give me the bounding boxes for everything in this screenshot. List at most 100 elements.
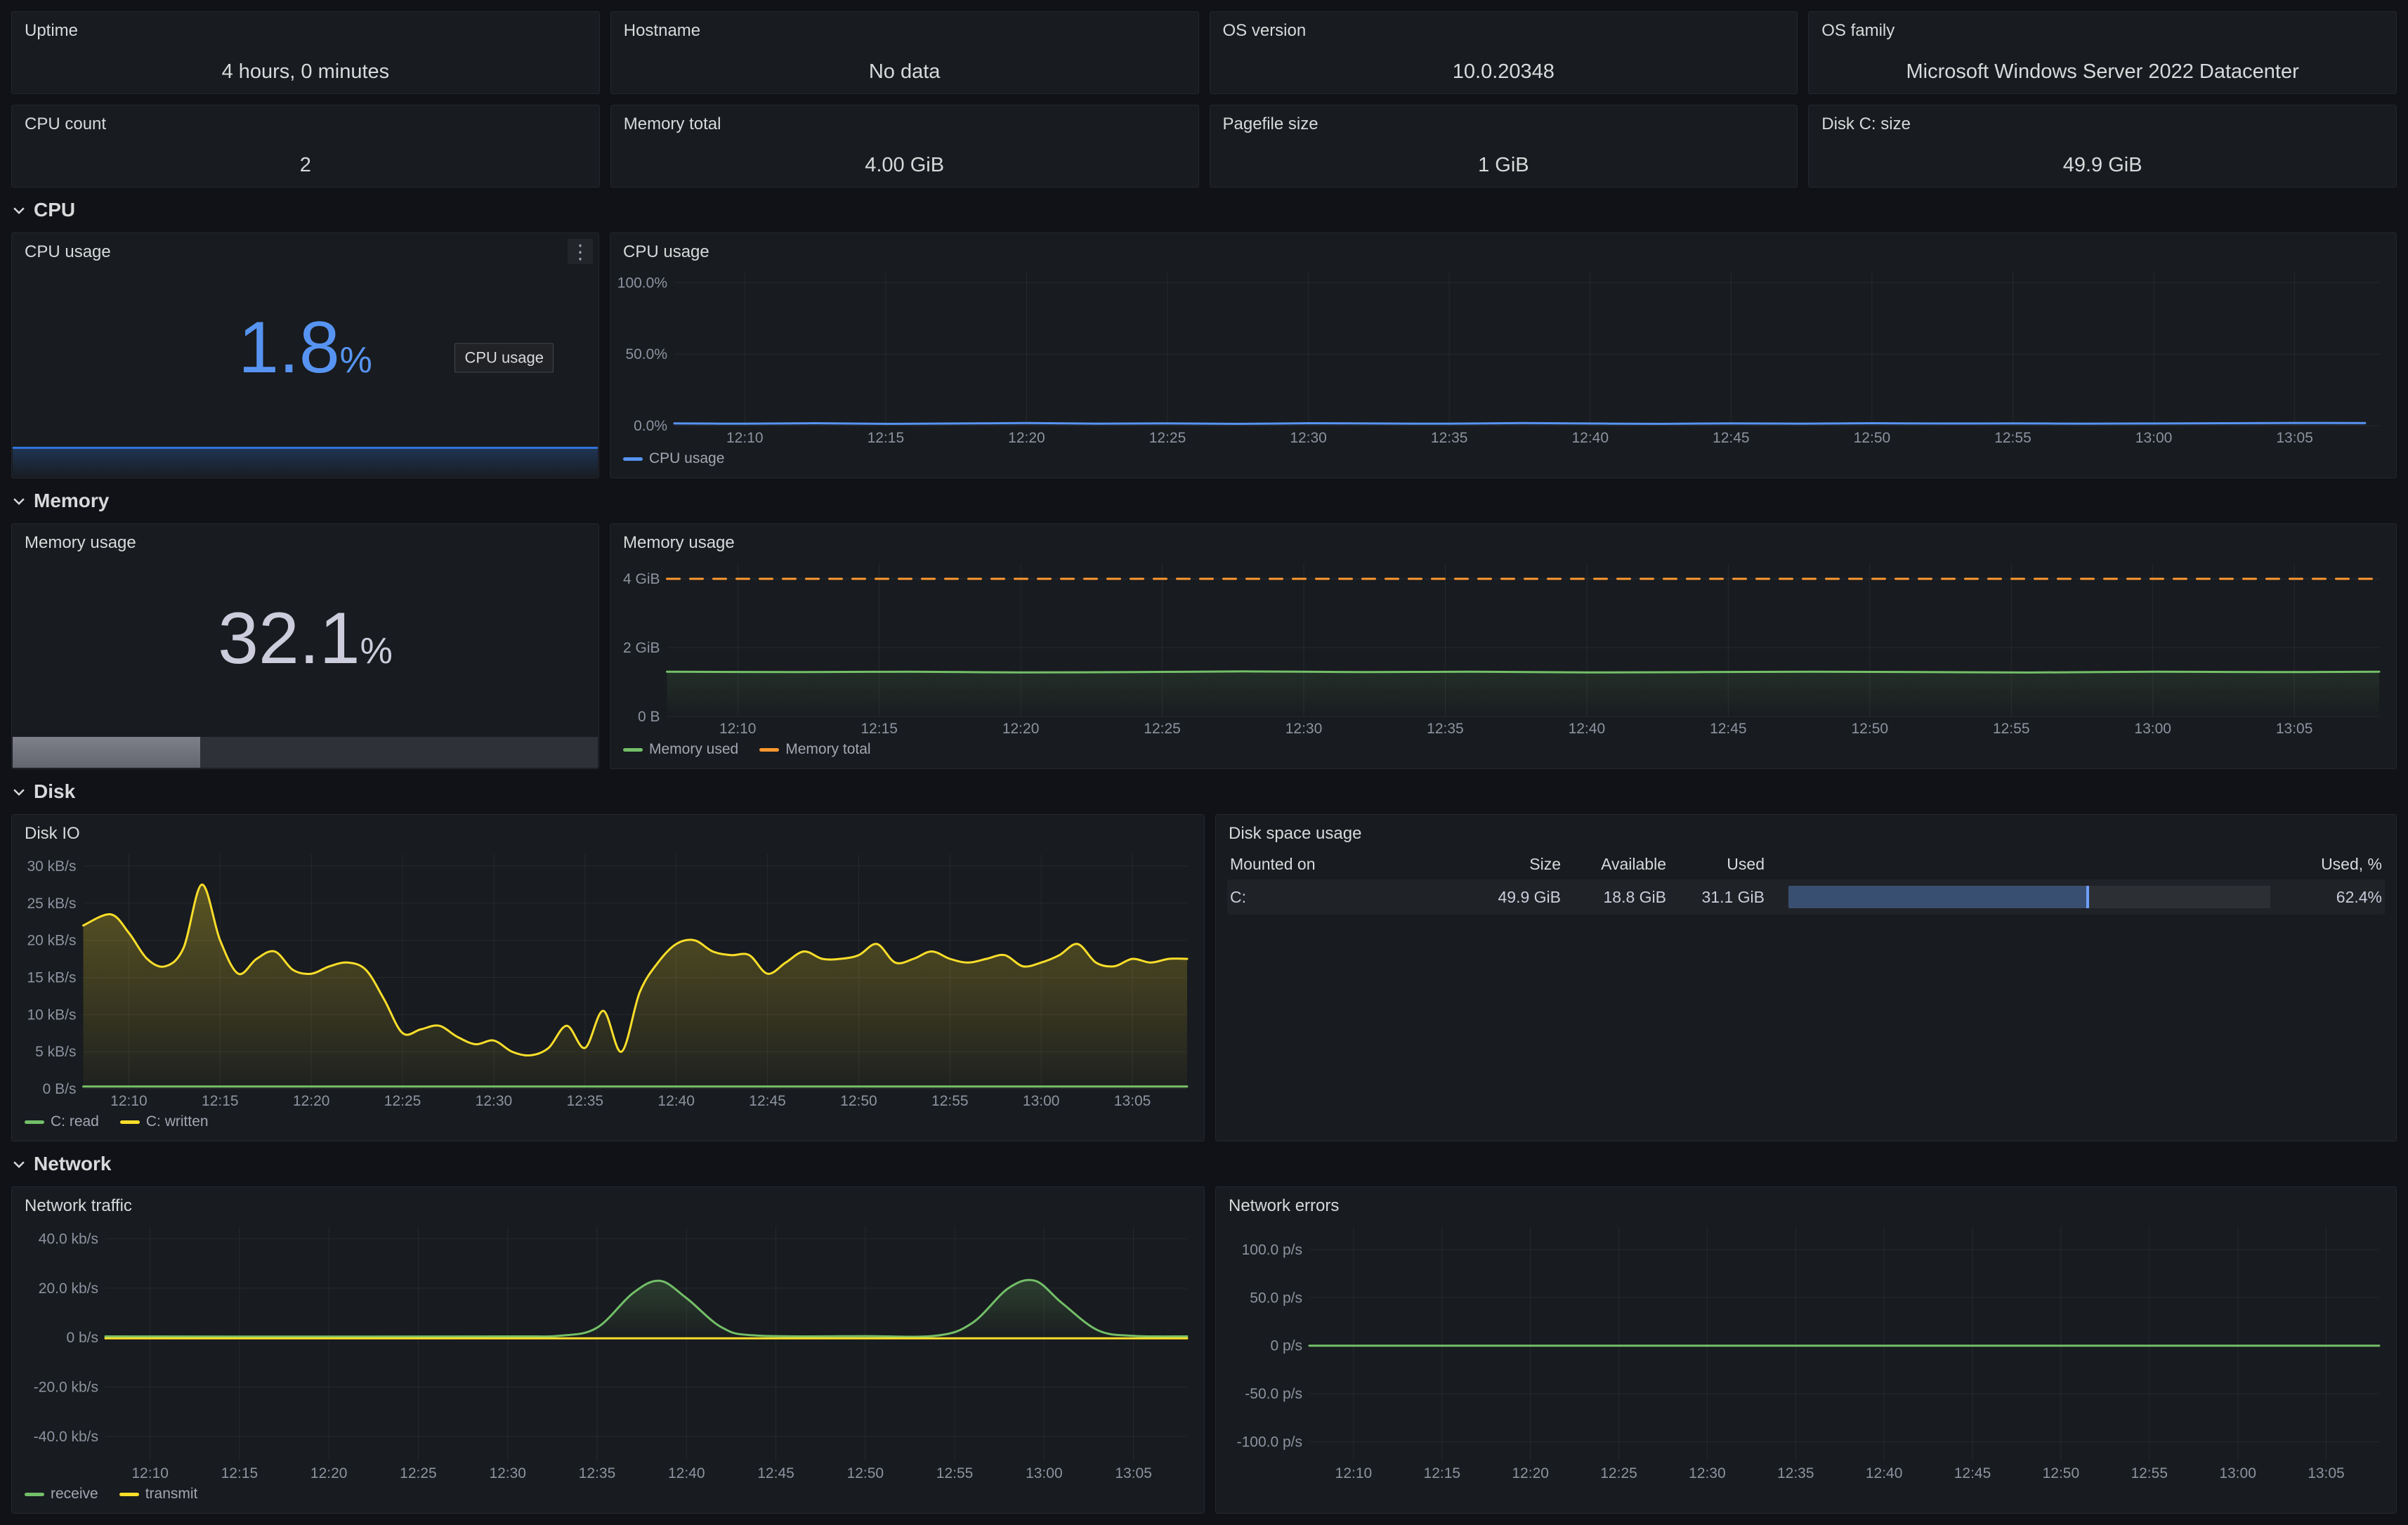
stat-value: 49.9 GiB [2062, 154, 2142, 176]
chart-legend: Memory used Memory total [610, 738, 2396, 768]
panel-cpu-usage-stat: CPU usage ⋮ 1.8 % CPU usage [11, 233, 599, 478]
used-pct-gauge [1788, 886, 2270, 908]
panel-title[interactable]: OS family [1821, 21, 1895, 40]
svg-text:12:35: 12:35 [1431, 430, 1468, 446]
panel-title[interactable]: Network traffic [25, 1196, 132, 1215]
legend-item[interactable]: Memory used [623, 741, 738, 758]
col-size[interactable]: Size [1529, 854, 1561, 873]
legend-label: Memory used [649, 741, 739, 757]
disk-io-timeseries[interactable]: 0 B/s 5 kB/s 10 kB/s 15 kB/s 20 kB/s 25 kB/s 3… [19, 849, 1197, 1110]
svg-text:12:45: 12:45 [749, 1093, 786, 1109]
network-traffic-timeseries[interactable]: -40.0 kb/s -20.0 kb/s 0 b/s 20.0 kb/s 40.0 k… [19, 1221, 1197, 1482]
svg-text:12:30: 12:30 [476, 1093, 513, 1109]
panel-title[interactable]: Hostname [623, 21, 701, 40]
legend-item[interactable]: CPU usage [623, 450, 724, 467]
svg-text:12:50: 12:50 [1854, 430, 1891, 446]
cell-used: 31.1 GiB [1701, 887, 1765, 906]
panel-title[interactable]: Disk space usage [1229, 824, 1362, 843]
section-label: Memory [34, 490, 110, 511]
panel-title[interactable]: CPU count [25, 114, 107, 133]
svg-text:12:40: 12:40 [1571, 430, 1609, 446]
memory-usage-timeseries[interactable]: 0 B 2 GiB 4 GiB 12:10 12:15 12:20 12:25 12:30 12… [617, 558, 2389, 738]
stat-value: 2 [299, 154, 311, 176]
panel-title[interactable]: CPU usage [623, 242, 709, 261]
section-row-disk[interactable]: Disk [11, 780, 2397, 804]
panel-title[interactable]: Memory total [623, 114, 721, 133]
section-row-network[interactable]: Network [11, 1152, 2397, 1176]
legend-item[interactable]: C: written [119, 1113, 209, 1130]
stat-value: 1 GiB [1478, 154, 1529, 176]
svg-text:12:10: 12:10 [719, 721, 757, 737]
chevron-down-icon [13, 789, 25, 796]
memory-row: Memory usage 32.1 % Memory usage 0 B 2 Gi… [11, 523, 2397, 769]
panel-title[interactable]: Disk C: size [1821, 114, 1911, 133]
svg-text:10 kB/s: 10 kB/s [27, 1007, 76, 1023]
col-mounted-on[interactable]: Mounted on [1230, 854, 1316, 873]
cell-used-pct: 62.4% [2336, 887, 2382, 906]
svg-text:12:45: 12:45 [1954, 1465, 1991, 1481]
svg-text:0 B: 0 B [638, 709, 660, 725]
cpu-usage-timeseries[interactable]: 0.0% 50.0% 100.0% 12:10 12:15 12:20 12:25 12:30… [617, 267, 2389, 447]
svg-text:13:00: 13:00 [1023, 1093, 1060, 1109]
svg-text:2 GiB: 2 GiB [623, 640, 660, 656]
section-label: CPU [34, 199, 76, 221]
memory-usage-number: 32.1 [218, 598, 360, 679]
svg-text:12:30: 12:30 [1290, 430, 1327, 446]
legend-swatch [623, 747, 643, 752]
panel-title[interactable]: Pagefile size [1222, 114, 1318, 133]
network-row: Network traffic -40.0 kb/s -20.0 kb/s 0 b/… [11, 1186, 2397, 1514]
col-used[interactable]: Used [1727, 854, 1765, 873]
legend-label: CPU usage [649, 450, 725, 466]
stat-value: 10.0.20348 [1452, 60, 1555, 83]
stat-row-2: CPU count 2 Memory total 4.00 GiB Pagefi… [11, 105, 2397, 188]
svg-text:12:15: 12:15 [202, 1093, 239, 1109]
svg-text:0.0%: 0.0% [634, 418, 667, 434]
cpu-usage-value: 1.8 % [12, 254, 598, 441]
panel-title[interactable]: Disk IO [25, 824, 80, 843]
kebab-menu-icon[interactable]: ⋮ [568, 239, 593, 264]
cell-mounted-on: C: [1230, 887, 1246, 906]
svg-text:12:55: 12:55 [931, 1093, 969, 1109]
svg-text:12:45: 12:45 [1710, 721, 1747, 737]
panel-title[interactable]: Uptime [25, 21, 79, 40]
svg-text:12:30: 12:30 [1285, 721, 1323, 737]
svg-text:13:05: 13:05 [2276, 430, 2313, 446]
legend-item[interactable]: Memory total [759, 741, 871, 758]
svg-text:12:55: 12:55 [2131, 1465, 2168, 1481]
panel-os-family: OS family Microsoft Windows Server 2022 … [1808, 11, 2397, 94]
panel-title[interactable]: OS version [1222, 21, 1307, 40]
legend-label: C: written [145, 1113, 209, 1130]
legend-item[interactable]: C: read [25, 1113, 99, 1130]
col-used-pct[interactable]: Used, % [2321, 854, 2382, 873]
panel-title[interactable]: Memory usage [623, 533, 735, 552]
legend-item[interactable]: transmit [119, 1486, 197, 1503]
svg-text:13:00: 13:00 [2135, 430, 2173, 446]
svg-text:12:35: 12:35 [1777, 1465, 1814, 1481]
disk-space-table: Mounted on Size Available Used Used, % C… [1216, 846, 2396, 915]
legend-swatch [25, 1492, 44, 1496]
network-errors-timeseries[interactable]: -100.0 p/s -50.0 p/s 0 p/s 50.0 p/s 100.0 p/… [1223, 1221, 2389, 1482]
panel-title[interactable]: Network errors [1229, 1196, 1340, 1215]
svg-text:13:05: 13:05 [2308, 1465, 2345, 1481]
legend-swatch [119, 1492, 139, 1496]
legend-item[interactable]: receive [25, 1486, 98, 1503]
panel-disk-c-size: Disk C: size 49.9 GiB [1808, 105, 2397, 188]
svg-text:12:45: 12:45 [1713, 430, 1750, 446]
svg-text:12:55: 12:55 [1994, 430, 2031, 446]
stat-row-1: Uptime 4 hours, 0 minutes Hostname No da… [11, 11, 2397, 94]
svg-text:-100.0 p/s: -100.0 p/s [1237, 1434, 1302, 1451]
svg-text:13:05: 13:05 [1115, 1465, 1152, 1481]
svg-text:50.0%: 50.0% [625, 346, 667, 362]
svg-text:12:10: 12:10 [726, 430, 764, 446]
col-available[interactable]: Available [1601, 854, 1666, 873]
svg-text:12:15: 12:15 [221, 1465, 259, 1481]
panel-os-version: OS version 10.0.20348 [1209, 11, 1798, 94]
svg-text:12:55: 12:55 [1993, 721, 2030, 737]
section-row-memory[interactable]: Memory [11, 489, 2397, 513]
cell-used-gauge [1767, 886, 2273, 908]
svg-text:20 kB/s: 20 kB/s [27, 933, 76, 949]
table-header-row: Mounted on Size Available Used Used, % [1227, 849, 2385, 879]
section-row-cpu[interactable]: CPU [11, 198, 2397, 222]
svg-text:12:35: 12:35 [579, 1465, 616, 1481]
